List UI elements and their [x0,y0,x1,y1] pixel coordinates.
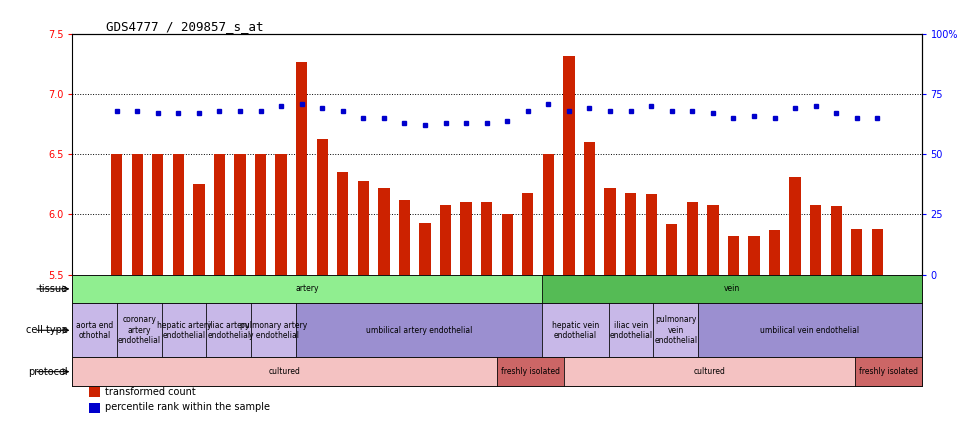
Bar [481,202,492,275]
Text: coronary
artery
endothelial: coronary artery endothelial [118,316,161,345]
Text: freshly isolated: freshly isolated [859,367,918,376]
Bar [207,303,251,357]
Bar [90,387,100,397]
Text: pulmonary
vein
endothelial: pulmonary vein endothelial [654,316,698,345]
Bar [255,154,266,275]
Bar [584,142,595,275]
Bar [789,177,801,275]
Text: cultured: cultured [268,367,301,376]
Text: aorta end
othothal: aorta end othothal [76,321,113,340]
Bar [522,193,534,275]
Bar [296,303,541,357]
Text: freshly isolated: freshly isolated [501,367,560,376]
Bar [497,357,564,386]
Bar [72,303,117,357]
Text: iliac artery
endothelial: iliac artery endothelial [207,321,250,340]
Text: umbilical artery endothelial: umbilical artery endothelial [366,326,472,335]
Bar [296,61,307,275]
Text: pulmonary artery
y endothelial: pulmonary artery y endothelial [240,321,307,340]
Bar [173,154,184,275]
Bar [502,214,513,275]
Bar [317,139,328,275]
Bar [748,236,759,275]
Text: cultured: cultured [693,367,726,376]
Bar [275,154,287,275]
Bar [542,154,554,275]
Bar [72,275,541,303]
Bar [162,303,207,357]
Bar [378,188,390,275]
Bar [541,303,609,357]
Bar [214,154,225,275]
Bar [625,193,636,275]
Text: hepatic artery
endothelial: hepatic artery endothelial [157,321,211,340]
Bar [851,229,863,275]
Bar [358,181,369,275]
Text: percentile rank within the sample: percentile rank within the sample [104,402,269,412]
Bar [541,275,922,303]
Bar [460,202,472,275]
Bar [810,205,821,275]
Text: cell type: cell type [26,325,69,335]
Bar [131,154,143,275]
Bar [855,357,922,386]
Bar [72,357,497,386]
Bar [152,154,163,275]
Bar [564,55,574,275]
Bar [399,200,410,275]
Bar [564,357,855,386]
Bar [111,154,123,275]
Bar [604,188,616,275]
Bar [609,303,653,357]
Bar [251,303,296,357]
Bar [90,403,100,413]
Bar [769,230,780,275]
Bar [707,205,719,275]
Bar [420,223,430,275]
Bar [117,303,162,357]
Bar [831,206,841,275]
Text: transformed count: transformed count [104,387,195,397]
Bar [871,229,883,275]
Text: protocol: protocol [29,367,69,376]
Bar [193,184,205,275]
Text: vein: vein [724,284,740,294]
Bar [687,202,698,275]
Text: GDS4777 / 209857_s_at: GDS4777 / 209857_s_at [106,20,263,33]
Bar [234,154,246,275]
Bar [646,194,657,275]
Text: artery: artery [295,284,318,294]
Text: umbilical vein endothelial: umbilical vein endothelial [760,326,860,335]
Bar [698,303,922,357]
Bar [653,303,698,357]
Bar [666,224,677,275]
Bar [440,205,452,275]
Text: tissue: tissue [39,284,69,294]
Text: hepatic vein
endothelial: hepatic vein endothelial [552,321,599,340]
Bar [337,172,348,275]
Text: iliac vein
endothelial: iliac vein endothelial [610,321,652,340]
Bar [728,236,739,275]
